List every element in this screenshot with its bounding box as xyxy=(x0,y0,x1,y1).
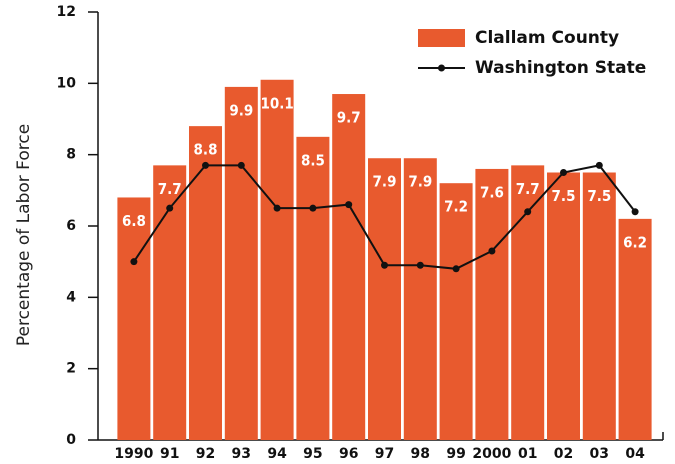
value-label: 8.5 xyxy=(301,151,325,169)
point xyxy=(416,261,424,269)
value-label: 7.5 xyxy=(552,187,576,205)
bar xyxy=(439,183,473,440)
point xyxy=(560,169,567,176)
point xyxy=(631,208,639,216)
point xyxy=(524,208,532,216)
point xyxy=(452,265,460,273)
point xyxy=(595,161,603,169)
x-tick-label: 1990 xyxy=(114,446,153,462)
legend-label: Washington State xyxy=(475,58,646,78)
point xyxy=(130,258,138,266)
bar xyxy=(296,136,330,441)
x-tick-label: 01 xyxy=(518,446,537,462)
bar xyxy=(368,158,401,440)
bar xyxy=(189,126,222,440)
value-label: 7.9 xyxy=(408,173,432,191)
y-tick-label: 8 xyxy=(66,147,76,163)
y-axis-label: Percentage of Labor Force xyxy=(14,124,34,346)
point xyxy=(345,201,353,209)
value-label: 7.7 xyxy=(516,180,540,198)
bar xyxy=(224,86,258,441)
x-tick-label: 97 xyxy=(375,446,394,462)
y-tick-label: 10 xyxy=(57,75,77,91)
value-label: 7.9 xyxy=(373,173,397,191)
value-label: 7.6 xyxy=(480,183,504,201)
bar xyxy=(511,165,545,440)
bar xyxy=(475,168,509,440)
y-tick-label: 2 xyxy=(66,361,76,377)
bar xyxy=(403,158,437,440)
x-tick-label: 96 xyxy=(339,446,358,462)
x-tick-label: 03 xyxy=(590,446,609,462)
y-tick-label: 12 xyxy=(57,4,76,20)
bar xyxy=(582,172,616,440)
legend-swatch xyxy=(418,29,465,47)
value-label: 7.2 xyxy=(444,198,468,216)
bar xyxy=(332,94,366,441)
value-label: 10.1 xyxy=(260,94,293,112)
y-tick-label: 4 xyxy=(66,289,76,305)
value-label: 9.7 xyxy=(337,109,361,127)
x-tick-label: 99 xyxy=(446,446,465,462)
value-label: 6.2 xyxy=(623,233,647,251)
y-tick-label: 6 xyxy=(66,218,76,234)
value-label: 6.8 xyxy=(122,212,146,230)
value-label: 9.9 xyxy=(229,101,253,119)
point xyxy=(488,247,496,255)
bar xyxy=(618,218,652,440)
x-tick-label: 93 xyxy=(232,446,251,462)
point xyxy=(202,161,209,169)
x-tick-label: 98 xyxy=(411,446,430,462)
bar xyxy=(260,79,294,441)
x-tick-label: 2000 xyxy=(472,446,511,462)
point xyxy=(273,204,281,212)
x-tick-label: 95 xyxy=(303,446,322,462)
x-tick-label: 94 xyxy=(267,446,287,462)
x-tick-label: 91 xyxy=(160,446,179,462)
point xyxy=(237,161,245,169)
point xyxy=(309,204,317,212)
legend-marker xyxy=(438,64,445,72)
x-tick-label: 02 xyxy=(554,446,573,462)
value-label: 7.7 xyxy=(158,180,182,198)
y-tick-label: 0 xyxy=(66,432,76,448)
legend-label: Clallam County xyxy=(475,28,619,48)
point xyxy=(381,261,388,269)
bar xyxy=(547,172,580,440)
value-label: 8.8 xyxy=(194,141,218,159)
point xyxy=(166,204,174,212)
x-tick-label: 92 xyxy=(196,446,215,462)
bar xyxy=(117,197,151,440)
x-tick-label: 04 xyxy=(625,446,645,462)
value-label: 7.5 xyxy=(587,187,611,205)
